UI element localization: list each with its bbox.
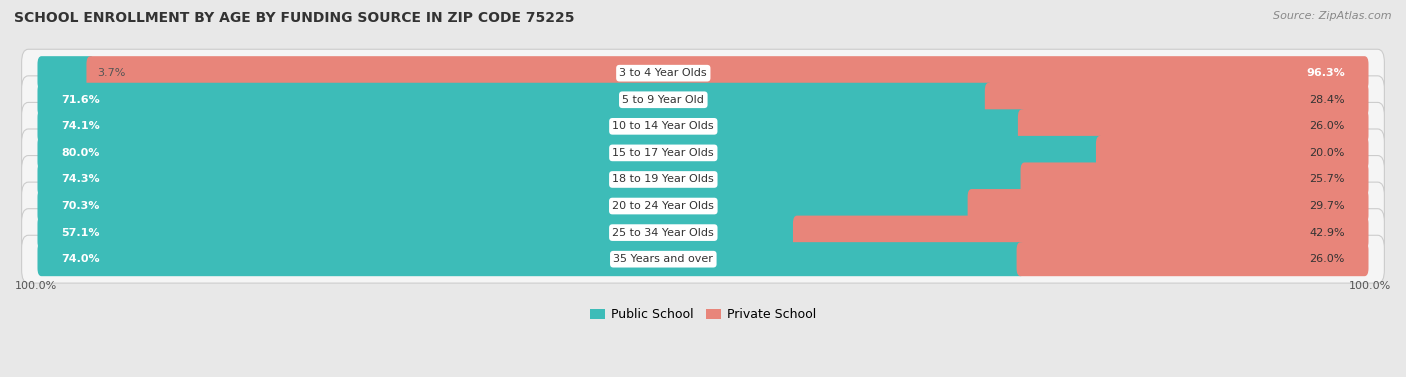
Text: 96.3%: 96.3%: [1306, 68, 1344, 78]
FancyBboxPatch shape: [21, 209, 1385, 256]
Text: 15 to 17 Year Olds: 15 to 17 Year Olds: [613, 148, 714, 158]
FancyBboxPatch shape: [86, 56, 1368, 90]
Text: 26.0%: 26.0%: [1309, 121, 1344, 131]
Text: 3 to 4 Year Olds: 3 to 4 Year Olds: [620, 68, 707, 78]
FancyBboxPatch shape: [793, 216, 1368, 250]
FancyBboxPatch shape: [38, 136, 1104, 170]
Text: 35 Years and over: 35 Years and over: [613, 254, 713, 264]
FancyBboxPatch shape: [21, 235, 1385, 283]
Text: 20 to 24 Year Olds: 20 to 24 Year Olds: [613, 201, 714, 211]
Text: 74.0%: 74.0%: [62, 254, 100, 264]
Text: 10 to 14 Year Olds: 10 to 14 Year Olds: [613, 121, 714, 131]
Text: 20.0%: 20.0%: [1309, 148, 1344, 158]
Text: 3.7%: 3.7%: [97, 68, 125, 78]
FancyBboxPatch shape: [21, 182, 1385, 230]
FancyBboxPatch shape: [38, 56, 94, 90]
FancyBboxPatch shape: [38, 162, 1028, 196]
Text: SCHOOL ENROLLMENT BY AGE BY FUNDING SOURCE IN ZIP CODE 75225: SCHOOL ENROLLMENT BY AGE BY FUNDING SOUR…: [14, 11, 575, 25]
FancyBboxPatch shape: [38, 83, 993, 117]
FancyBboxPatch shape: [1021, 162, 1368, 196]
FancyBboxPatch shape: [1095, 136, 1368, 170]
Text: 5 to 9 Year Old: 5 to 9 Year Old: [623, 95, 704, 105]
FancyBboxPatch shape: [38, 189, 976, 223]
Text: 29.7%: 29.7%: [1309, 201, 1344, 211]
Text: 100.0%: 100.0%: [15, 281, 58, 291]
FancyBboxPatch shape: [21, 156, 1385, 203]
Legend: Public School, Private School: Public School, Private School: [585, 303, 821, 326]
Text: 18 to 19 Year Olds: 18 to 19 Year Olds: [613, 175, 714, 184]
FancyBboxPatch shape: [21, 103, 1385, 150]
Text: 71.6%: 71.6%: [62, 95, 100, 105]
Text: 26.0%: 26.0%: [1309, 254, 1344, 264]
Text: 80.0%: 80.0%: [62, 148, 100, 158]
FancyBboxPatch shape: [21, 49, 1385, 97]
FancyBboxPatch shape: [967, 189, 1368, 223]
Text: 57.1%: 57.1%: [62, 228, 100, 238]
Text: Source: ZipAtlas.com: Source: ZipAtlas.com: [1274, 11, 1392, 21]
Text: 100.0%: 100.0%: [1348, 281, 1391, 291]
Text: 25 to 34 Year Olds: 25 to 34 Year Olds: [613, 228, 714, 238]
FancyBboxPatch shape: [1017, 242, 1368, 276]
Text: 74.1%: 74.1%: [62, 121, 100, 131]
FancyBboxPatch shape: [984, 83, 1368, 117]
FancyBboxPatch shape: [1018, 109, 1368, 143]
Text: 28.4%: 28.4%: [1309, 95, 1344, 105]
FancyBboxPatch shape: [21, 76, 1385, 124]
Text: 25.7%: 25.7%: [1309, 175, 1344, 184]
FancyBboxPatch shape: [38, 216, 801, 250]
Text: 70.3%: 70.3%: [62, 201, 100, 211]
Text: 74.3%: 74.3%: [62, 175, 100, 184]
FancyBboxPatch shape: [38, 109, 1026, 143]
FancyBboxPatch shape: [21, 129, 1385, 177]
Text: 42.9%: 42.9%: [1309, 228, 1344, 238]
FancyBboxPatch shape: [38, 242, 1025, 276]
